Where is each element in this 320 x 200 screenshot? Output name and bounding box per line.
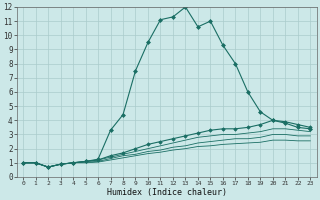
X-axis label: Humidex (Indice chaleur): Humidex (Indice chaleur) xyxy=(107,188,227,197)
